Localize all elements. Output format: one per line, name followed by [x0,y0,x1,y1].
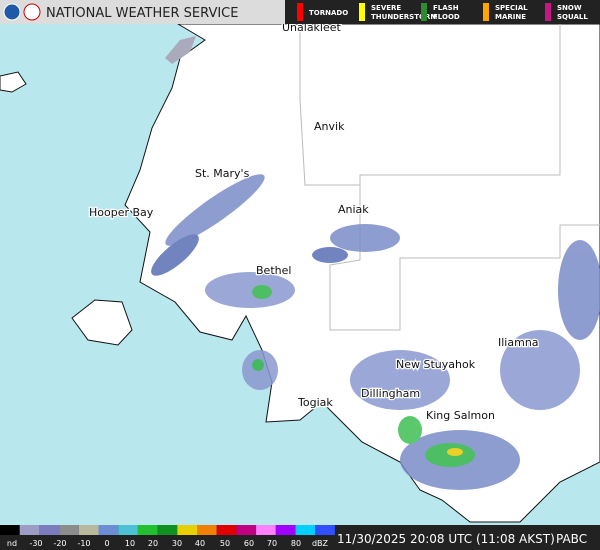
town-label: New Stuyahok [396,358,476,371]
colorbar-swatch [275,525,296,535]
colorbar-label: 50 [220,539,230,548]
colorbar-swatch [19,525,40,535]
warning-label: TORNADO [309,9,348,17]
colorbar-swatch [39,525,60,535]
colorbar-swatch [78,525,99,535]
timestamp: 11/30/2025 20:08 UTC (11:08 AKST) [337,532,555,546]
colorbar-swatch [197,525,217,535]
colorbar-swatch [118,525,138,535]
colorbar-swatch [236,525,257,535]
colorbar-swatch [59,525,79,535]
colorbar-label: nd [7,539,17,548]
town-label: Anvik [314,120,345,133]
small-island [0,71,27,93]
colorbar-swatch [98,525,119,535]
station-id: PABC [556,532,587,546]
town-labels: Unalakleet Anvik St. Mary's Aniak Hooper… [88,20,540,424]
colorbar-swatch [157,525,178,535]
colorbar-label: -20 [53,539,66,548]
warning-label: SEVERE THUNDERSTORM [371,4,437,21]
colorbar-swatch [315,525,335,535]
warning-label: SNOW SQUALL [557,4,588,21]
colorbar-label: -10 [77,539,90,548]
warning-swatch [483,3,489,21]
colorbar-swatch [177,525,197,535]
town-label: Hooper Bay [89,206,154,219]
header-title: NATIONAL WEATHER SERVICE [46,6,238,21]
town-label: Aniak [338,203,369,216]
nunivak-island [71,299,133,346]
town-label: St. Mary's [195,167,250,180]
colorbar-label: 0 [104,539,109,548]
colorbar-swatch [256,525,276,535]
colorbar-label: 20 [148,539,158,548]
warning-swatch [545,3,551,21]
gray-island [165,36,196,64]
town-label: Bethel [256,264,291,277]
colorbar-swatch [295,525,316,535]
town-label: Dillingham [361,387,420,400]
colorbar-label: 70 [267,539,277,548]
colorbar-label: 10 [125,539,135,548]
warning-swatch [421,3,427,21]
colorbar-swatch [137,525,158,535]
colorbar-label: dBZ [312,539,329,548]
colorbar-label: 30 [172,539,182,548]
colorbar-label: 80 [291,539,301,548]
nws-logo [23,3,41,21]
colorbar-label: -30 [29,539,42,548]
warning-swatch [359,3,365,21]
warning-label: FLASH FLOOD [433,4,460,21]
warning-swatch [297,3,303,21]
boundaries [299,24,600,331]
town-label: Togiak [297,396,333,409]
warning-label: SPECIAL MARINE [495,4,528,21]
colorbar-swatch [0,525,20,535]
colorbar-swatch [216,525,237,535]
town-label: Iliamna [498,336,539,349]
radar-echoes [151,174,600,490]
header-bar [0,0,285,24]
town-label: King Salmon [426,409,495,422]
colorbar-label: 60 [244,539,254,548]
colorbar-label: 40 [195,539,205,548]
noaa-logo [3,3,21,21]
